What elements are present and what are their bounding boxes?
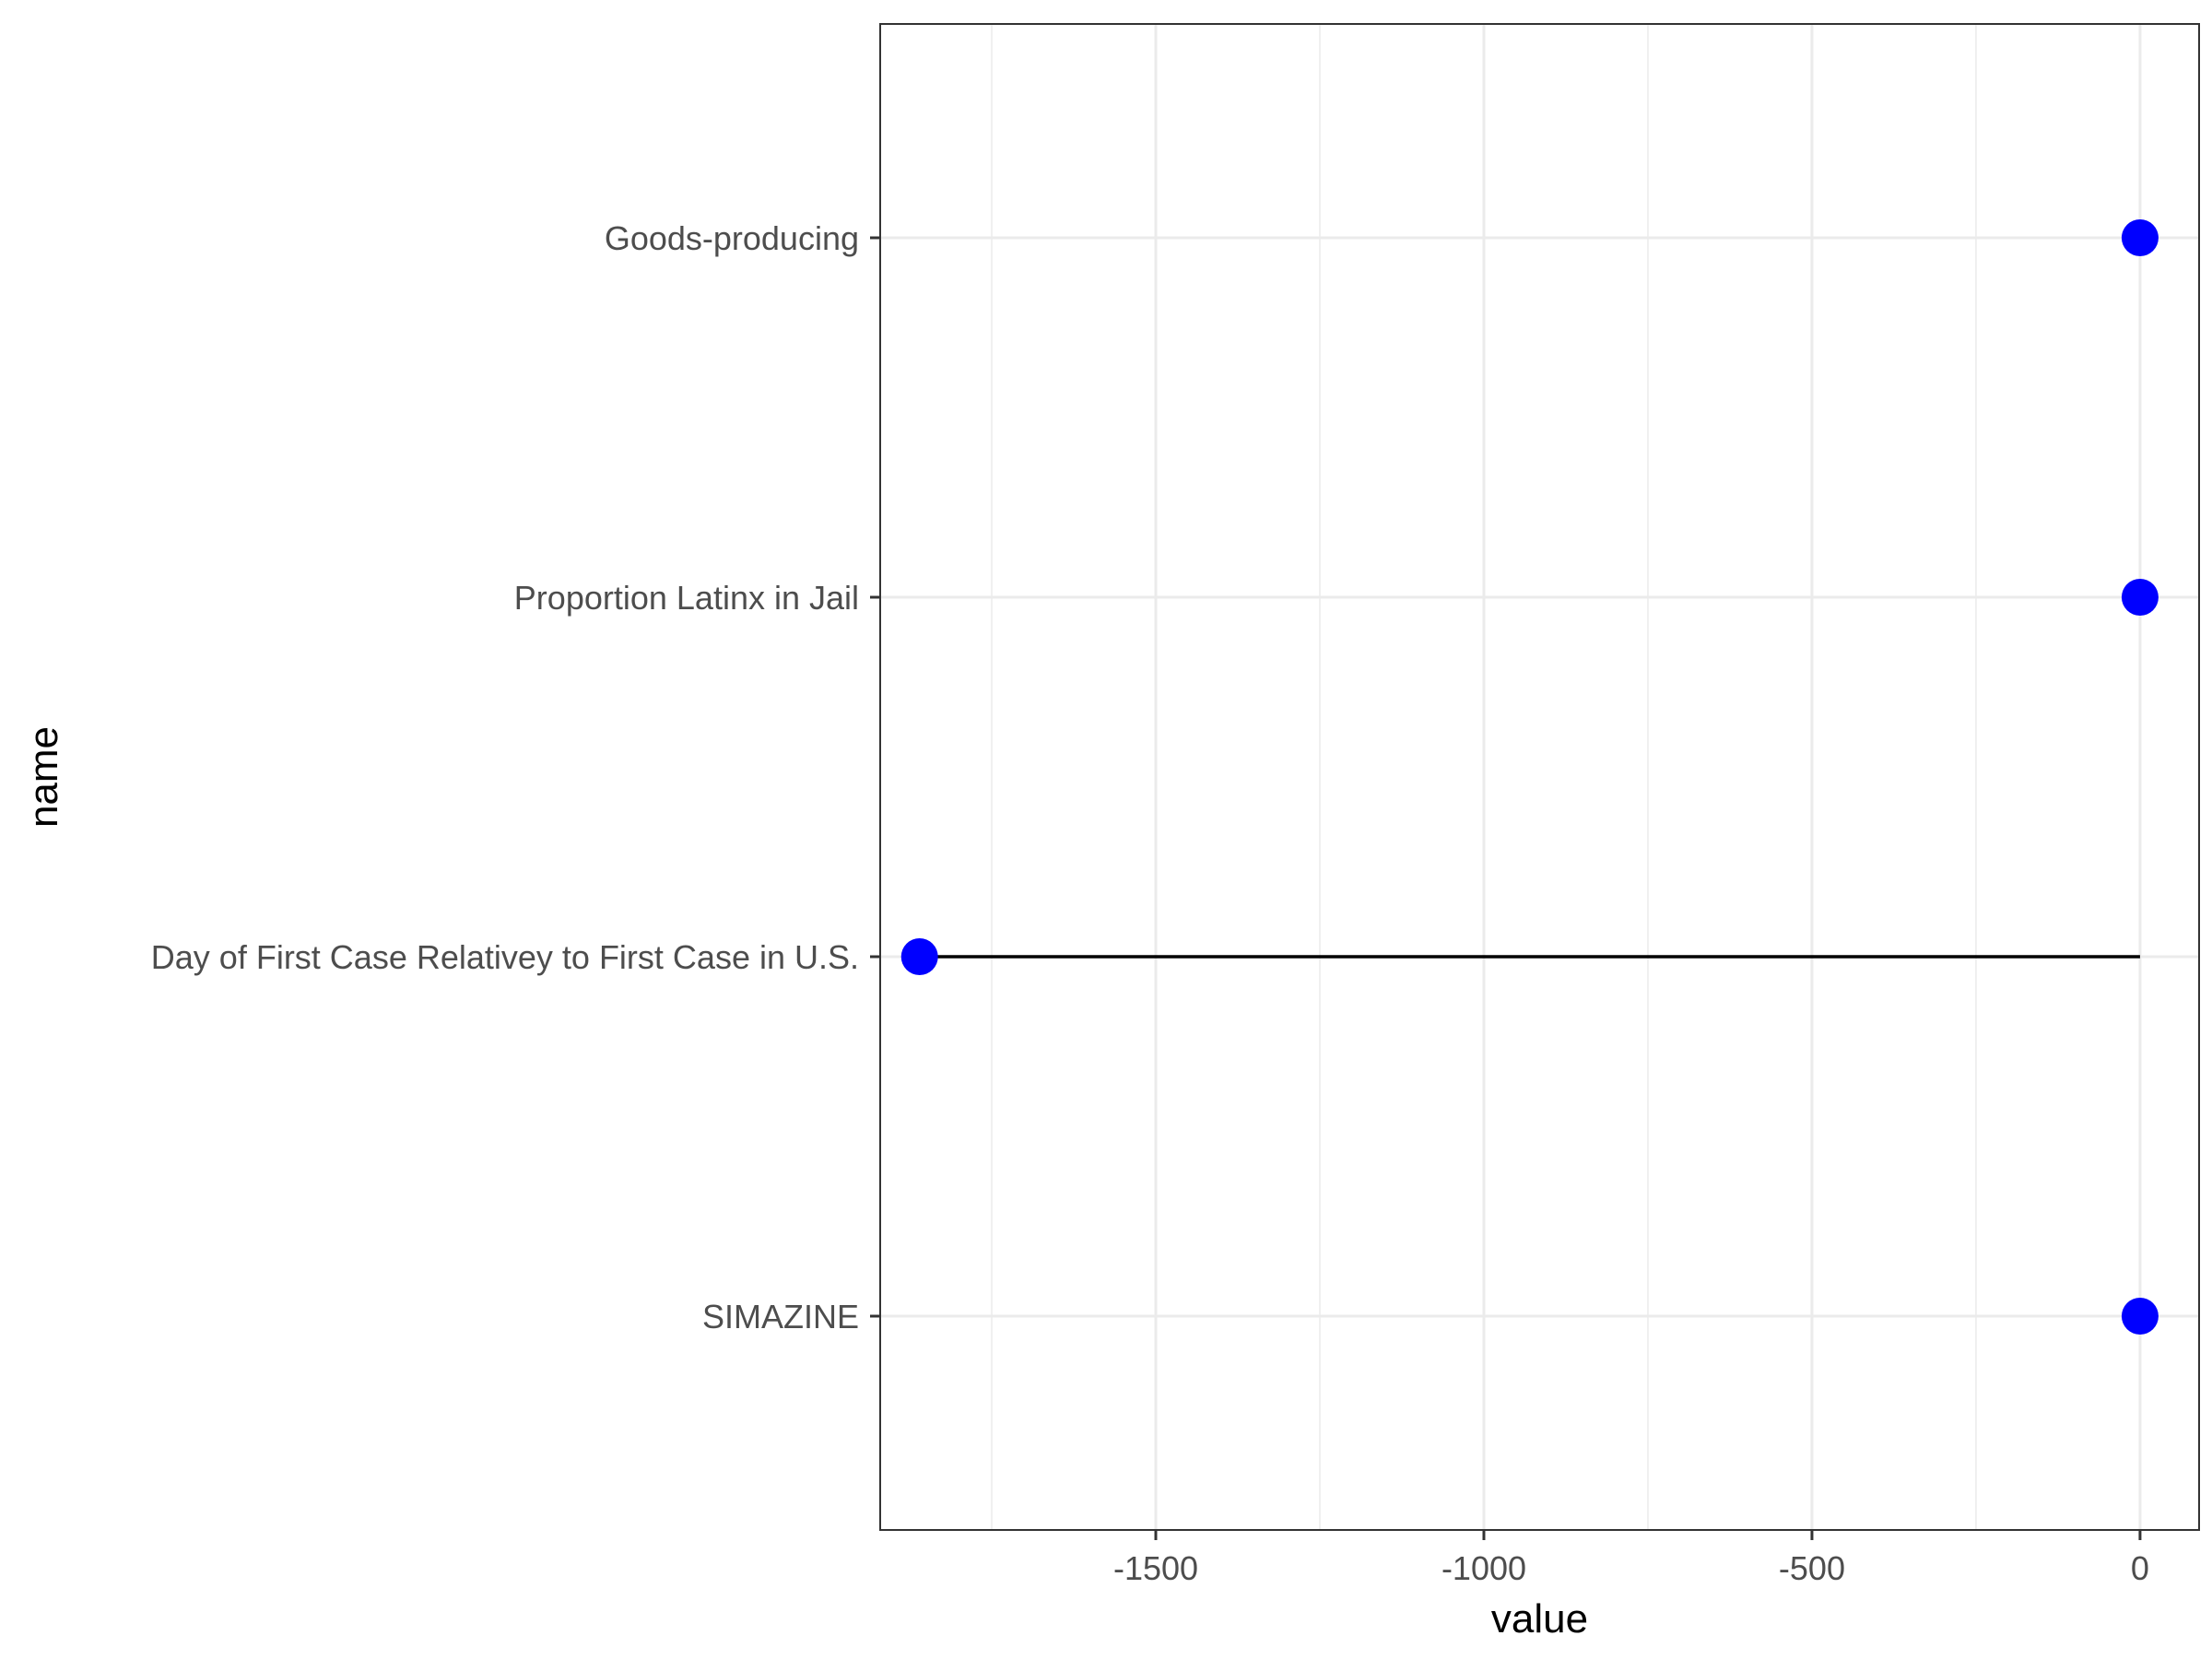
data-point: [2121, 579, 2159, 616]
panel-border: [879, 23, 2200, 1531]
y-tick-label: Proportion Latinx in Jail: [514, 579, 859, 617]
x-tick-label: 0: [2131, 1549, 2149, 1587]
data-point: [2121, 219, 2159, 256]
x-tick-label: -1500: [1113, 1549, 1198, 1587]
axis-labels: Goods-producing Proportion Latinx in Jail…: [151, 219, 2149, 1587]
y-tick-label: Day of First Case Relativey to First Cas…: [151, 938, 859, 976]
y-axis-title: name: [21, 726, 66, 828]
x-tick-label: -500: [1779, 1549, 1845, 1587]
data-point: [2121, 1298, 2159, 1335]
lollipop-points: [900, 219, 2159, 1335]
x-tick-label: -1000: [1441, 1549, 1526, 1587]
data-point: [900, 938, 938, 975]
y-tick-label: Goods-producing: [605, 219, 859, 257]
x-axis-title: value: [1491, 1596, 1588, 1641]
y-tick-label: SIMAZINE: [702, 1298, 859, 1335]
axis-ticks: [870, 236, 2142, 1540]
